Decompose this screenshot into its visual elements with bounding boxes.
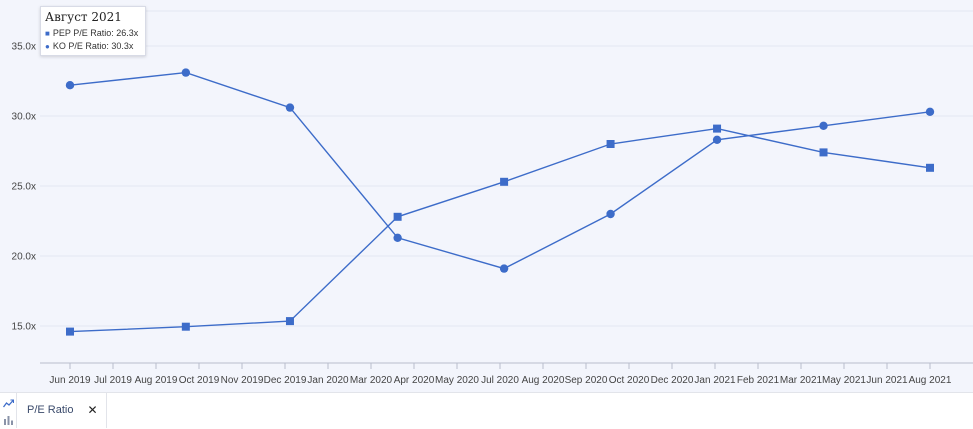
ko-data-point	[712, 135, 722, 144]
x-tick-label: Mar 2020	[350, 375, 393, 386]
pep-data-point	[181, 322, 190, 331]
x-tick-label: Aug 2021	[909, 375, 952, 386]
tooltip-row-label: KO P/E Ratio	[52, 41, 107, 51]
ko-data-point	[499, 264, 509, 273]
ko-data-point	[819, 121, 828, 130]
bottom-toolbar	[0, 392, 973, 429]
square-marker-icon: ■	[45, 29, 50, 38]
x-tick-label: Aug 2020	[522, 375, 565, 386]
pep-data-point	[713, 124, 722, 133]
x-tick-label: Feb 2021	[737, 375, 780, 386]
ko-data-point	[606, 209, 615, 219]
tooltip-title: Август 2021	[45, 10, 122, 24]
pep-data-point	[819, 148, 828, 157]
x-tick-label: Dec 2020	[651, 375, 694, 386]
tooltip-row-label: PEP P/E Ratio	[52, 28, 112, 38]
x-tick-label: Jul 2019	[94, 375, 132, 386]
y-tick-label: 15.0x	[12, 322, 36, 333]
pep-data-point	[66, 327, 74, 336]
x-tick-label: Jun 2019	[49, 375, 91, 386]
circle-marker-icon: ●	[45, 42, 50, 51]
ko-data-point	[925, 107, 935, 117]
tooltip-row-pep: ■ PEP P/E Ratio: 26.3x	[45, 28, 139, 38]
x-tick-label: Mar 2021	[780, 375, 823, 386]
pep-data-point	[606, 140, 615, 148]
pep-data-point	[393, 212, 402, 221]
close-icon[interactable]: ✕	[87, 403, 98, 417]
ko-data-point	[393, 233, 402, 242]
metric-tab-pe-ratio[interactable]: P/E Ratio ✕	[17, 392, 107, 428]
x-tick-label: May 2021	[822, 375, 866, 386]
tooltip-row-ko: ● KO P/E Ratio: 30.3x	[45, 41, 134, 51]
x-tick-label: Dec 2019	[264, 375, 307, 386]
ko-data-point	[181, 68, 191, 77]
x-tick-label: Jun 2021	[866, 375, 908, 386]
x-tick-label: Oct 2019	[179, 375, 220, 386]
pep-data-point	[285, 317, 294, 326]
metric-tab-label: P/E Ratio	[27, 404, 74, 416]
chart-area: 15.0x 20.0x 25.0x 30.0x 35.0x Jun 2019 Jul 201…	[0, 0, 973, 392]
x-tick-label: Aug 2019	[135, 375, 178, 386]
y-tick-label: 20.0x	[12, 252, 36, 263]
x-tick-label: Oct 2020	[609, 375, 650, 386]
tooltip-row-value: 26.3x	[116, 28, 139, 38]
x-tick-label: Apr 2020	[394, 375, 435, 386]
x-tick-label: Sep 2020	[565, 375, 608, 386]
ko-data-point	[65, 81, 75, 90]
y-tick-label: 30.0x	[12, 112, 36, 123]
y-tick-label: 35.0x	[12, 42, 36, 53]
ko-data-point	[285, 103, 295, 112]
pep-data-point	[500, 177, 509, 186]
x-tick-label: Jan 2021	[694, 375, 736, 386]
x-tick-label: Jul 2020	[481, 375, 519, 386]
pe-ratio-line-chart: 15.0x 20.0x 25.0x 30.0x 35.0x Jun 2019 Jul 201…	[12, 10, 973, 386]
y-tick-label: 25.0x	[12, 182, 36, 193]
line-chart-icon[interactable]	[3, 398, 14, 409]
series-line	[69, 127, 931, 333]
tooltip-row-value: 30.3x	[111, 41, 134, 51]
x-tick-label: Nov 2019	[221, 375, 264, 386]
chart-type-switcher	[0, 392, 17, 428]
bar-chart-icon[interactable]	[3, 414, 14, 425]
chart-tooltip: Август 2021 ■ PEP P/E Ratio: 26.3x ● KO P/…	[40, 6, 146, 56]
series-line	[69, 71, 931, 270]
x-tick-label: Jan 2020	[307, 375, 349, 386]
pep-data-point	[926, 163, 934, 172]
x-tick-label: May 2020	[435, 375, 479, 386]
